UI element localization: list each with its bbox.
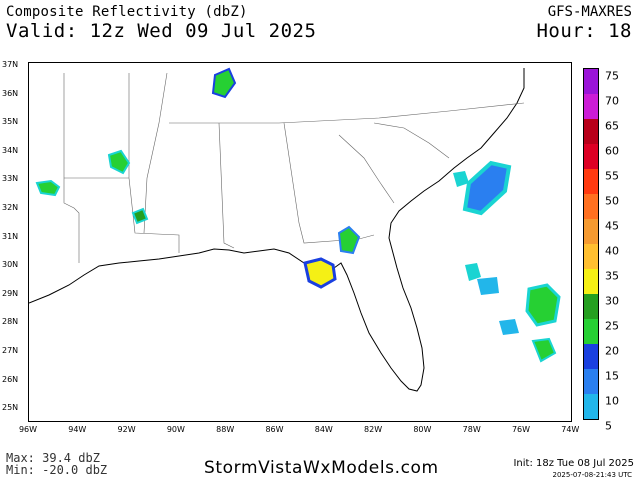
colorbar-label: 5 [605,419,612,433]
colorbar-segment [584,219,598,244]
colorbar-label: 10 [605,394,619,408]
colorbar-label: 60 [605,144,619,158]
colorbar-segment [584,394,598,419]
colorbar-label: 30 [605,294,619,308]
colorbar-segment [584,269,598,294]
forecast-hour: Hour: 18 [536,20,632,42]
lon-label: 86W [265,425,284,434]
colorbar-label: 40 [605,244,619,258]
colorbar-segment [584,169,598,194]
lon-label: 92W [117,425,136,434]
colorbar-segment [584,344,598,369]
colorbar-label: 70 [605,94,619,108]
map-title: Composite Reflectivity (dbZ) [6,4,248,20]
colorbar-segment [584,294,598,319]
lat-label: 31N [2,231,19,241]
stats-panel: Max: 39.4 dbZ Min: -20.0 dbZ [6,452,107,476]
lat-label: 37N [2,60,19,69]
colorbar-label: 25 [605,319,619,333]
colorbar-segment [584,119,598,144]
colorbar-label: 45 [605,219,619,233]
radar-echoes [35,67,561,363]
colorbar-segment [584,244,598,269]
colorbar [583,68,599,420]
lat-label: 28N [2,317,19,327]
lon-label: 94W [68,425,87,434]
colorbar-segment [584,369,598,394]
lat-label: 26N [2,374,19,384]
colorbar-label: 20 [605,344,619,358]
colorbar-segment [584,69,598,94]
lat-label: 35N [2,117,19,127]
max-value: Max: 39.4 dbZ [6,451,100,465]
colorbar-segment [584,94,598,119]
reflectivity-map [28,62,572,422]
timestamp: 2025-07-08-21:43 UTC [552,471,632,479]
colorbar-label: 75 [605,69,619,83]
coastlines [29,68,525,392]
lon-label: 96W [18,425,38,434]
colorbar-label: 55 [605,169,619,183]
lat-label: 32N [2,203,19,212]
valid-time: Valid: 12z Wed 09 Jul 2025 [6,20,317,42]
lat-label: 27N [2,346,19,355]
init-time: Init: 18z Tue 08 Jul 2025 [513,458,634,469]
lon-label: 80W [413,425,432,434]
colorbar-label: 15 [605,369,619,383]
lon-label: 78W [462,425,481,434]
lat-label: 29N [2,288,19,298]
lon-label: 74W [561,425,580,434]
lon-label: 82W [364,425,383,434]
colorbar-segment [584,144,598,169]
state-borders [63,72,525,263]
lon-label: 88W [216,425,235,434]
site-name: StormVistaWxModels.com [204,458,439,478]
lon-label: 84W [314,425,333,434]
lon-label: 90W [166,425,185,434]
colorbar-label: 50 [605,194,619,208]
colorbar-segment [584,194,598,219]
map-canvas [29,67,561,392]
lat-label: 34N [2,145,19,155]
lat-label: 30N [2,260,19,270]
lat-label: 25N [2,403,19,413]
colorbar-segment [584,319,598,344]
min-value: Min: -20.0 dbZ [6,463,108,477]
lat-label: 33N [2,174,19,184]
lat-label: 36N [2,88,19,98]
colorbar-label: 65 [605,119,619,133]
model-name: GFS-MAXRES [547,4,632,20]
lon-label: 76W [511,425,531,434]
colorbar-label: 35 [605,269,619,283]
